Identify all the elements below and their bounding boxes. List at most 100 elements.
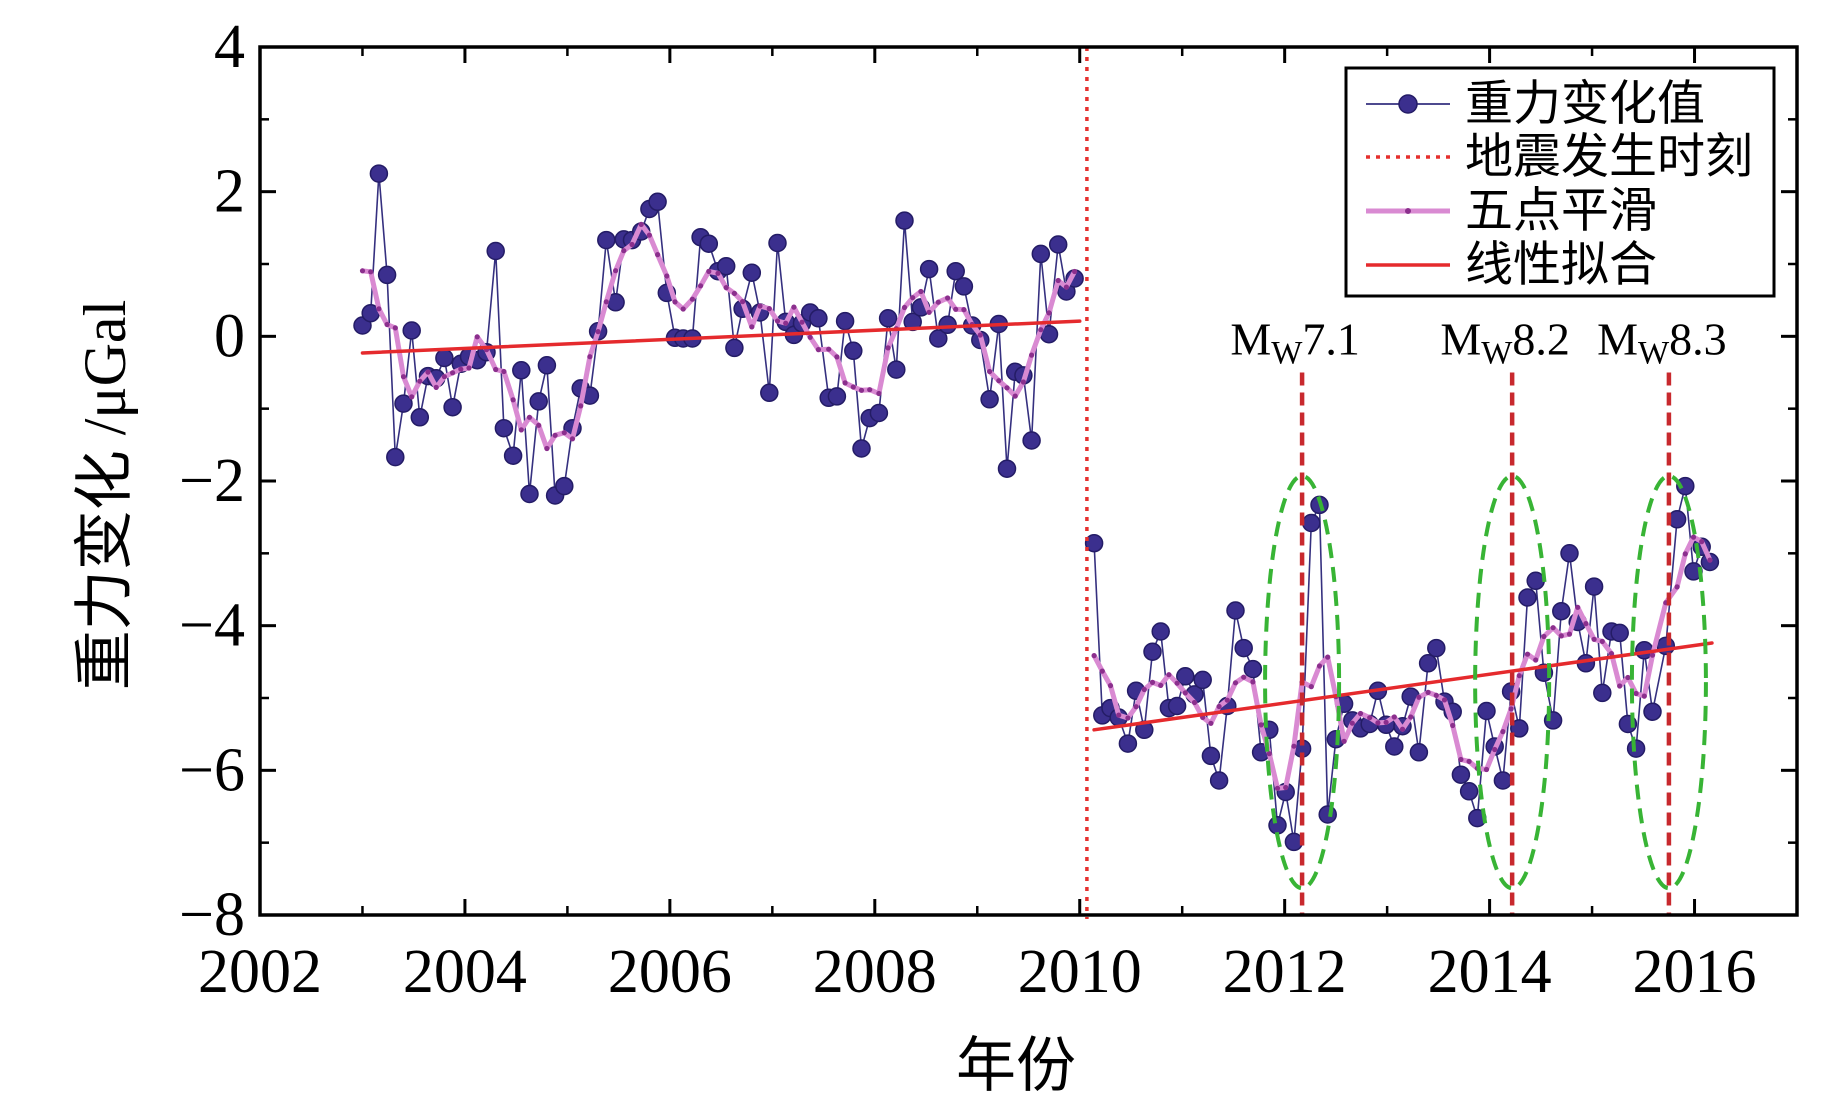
gravity-data-point [1201, 746, 1221, 766]
gravity-data-point [887, 360, 906, 379]
smoothed-data-point [458, 366, 464, 372]
smoothed-data-point [1012, 393, 1018, 399]
smoothed-data-point [1038, 327, 1044, 333]
smoothed-data-point [1690, 534, 1697, 540]
smoothed-data-point [783, 320, 789, 326]
smoothed-data-point [799, 319, 805, 325]
gravity-data-point [938, 315, 957, 335]
gravity-data-point [1610, 623, 1629, 643]
smoothed-data-point [417, 378, 423, 384]
smoothed-data-point [723, 285, 729, 291]
gravity-data-point [512, 361, 531, 380]
gravity-data-point [648, 192, 667, 212]
smoothed-data-point [1500, 729, 1506, 735]
smoothed-data-point [1341, 738, 1347, 744]
smoothed-data-point [544, 445, 550, 452]
x-axis-title: 年份 [956, 1033, 1076, 1099]
gravity-data-point [1302, 513, 1321, 533]
gravity-data-point [1048, 235, 1068, 254]
gravity-data-point [1518, 588, 1537, 607]
smoothed-data-point [1250, 679, 1256, 685]
smoothed-data-point [1483, 766, 1490, 773]
smoothed-data-point [1367, 715, 1373, 721]
gravity-data-point [486, 241, 505, 261]
smoothed-data-point [1283, 784, 1289, 791]
legend-marker-smoothed [1405, 208, 1411, 214]
smoothed-data-point [376, 306, 382, 312]
smoothed-data-point [1566, 631, 1573, 637]
smoothed-data-point [1091, 653, 1097, 659]
smoothed-data-point [1116, 712, 1122, 718]
smoothed-data-point [400, 374, 407, 380]
smoothed-data-point [1608, 651, 1615, 657]
smoothed-data-point [826, 346, 832, 352]
smoothed-data-point [1357, 710, 1364, 717]
smoothed-data-point [1166, 672, 1172, 678]
smoothed-data-point [791, 304, 797, 310]
earthquake-highlight-ellipse [1263, 473, 1342, 891]
gravity-data-point [1584, 577, 1604, 596]
legend: 重力变化值 地震发生时刻 五点平滑 线性拟合 [1344, 66, 1776, 298]
smoothed-data-point [977, 332, 983, 338]
smoothed-data-point [1541, 633, 1547, 640]
smoothed-data-point [474, 334, 480, 340]
smoothed-data-point [1274, 785, 1281, 791]
smoothed-data-point [1408, 714, 1414, 720]
smoothed-data-point [1316, 663, 1323, 669]
smoothed-data-point [621, 248, 627, 254]
smoothed-data-point [935, 299, 941, 305]
y-tick-label: −4 [179, 592, 245, 660]
legend-label-smoothed: 五点平滑 [1465, 185, 1657, 238]
gravity-data-point [903, 312, 922, 332]
smoothed-data-point [368, 269, 374, 275]
smoothed-data-point [561, 430, 567, 436]
gravity-data-point [597, 230, 616, 250]
linear-fit-line [1092, 641, 1714, 732]
smoothed-data-point [766, 306, 772, 312]
smoothed-data-point [1492, 746, 1498, 753]
x-tick-label: 2014 [1428, 938, 1552, 1006]
smoothed-data-point [1450, 722, 1456, 729]
smoothed-data-point [807, 334, 813, 340]
smoothed-data-point [850, 384, 856, 390]
smoothed-data-point [876, 390, 882, 397]
smoothed-data-point [1325, 654, 1331, 660]
smoothed-data-point [689, 296, 696, 302]
smoothed-data-point [1125, 715, 1131, 721]
legend-label-event: 地震发生时刻 [1465, 131, 1753, 184]
gravity-data-point [1643, 702, 1662, 721]
smoothed-data-point [1707, 557, 1713, 563]
smoothed-data-point [359, 268, 366, 274]
smoothed-data-point [1524, 651, 1531, 657]
magnitude-value: 7.1 [1302, 313, 1360, 364]
gravity-data-point [410, 408, 430, 427]
smoothed-data-point [510, 397, 516, 403]
gravity-data-point [809, 309, 828, 328]
smoothed-data-point [1375, 720, 1381, 726]
magnitude-prefix: M [1230, 313, 1271, 364]
smoothed-data-point [655, 252, 661, 258]
magnitude-prefix: M [1440, 313, 1481, 364]
x-tick-label: 2008 [813, 938, 937, 1006]
gravity-data-point [1209, 771, 1229, 790]
smoothed-data-point [961, 307, 967, 313]
smoothed-data-point [910, 295, 916, 301]
gravity-data-point [768, 233, 787, 253]
smoothed-data-point [987, 368, 993, 375]
smoothed-data-point [1433, 692, 1439, 699]
gravity-data-point [1167, 696, 1187, 716]
smoothed-data-point [945, 295, 951, 301]
y-tick-label: −6 [179, 736, 245, 804]
magnitude-prefix: M [1597, 313, 1638, 364]
gravity-data-point [835, 311, 855, 331]
gravity-data-point [844, 341, 863, 361]
gravity-data-point [742, 263, 762, 282]
smoothed-data-point [698, 283, 704, 289]
smoothed-data-point [680, 306, 686, 312]
gravity-data-point [946, 261, 965, 281]
smoothed-data-point [1625, 674, 1631, 681]
gravity-data-point [954, 277, 974, 296]
smoothed-data-point [731, 290, 738, 296]
smoothed-data-point [1107, 683, 1114, 689]
